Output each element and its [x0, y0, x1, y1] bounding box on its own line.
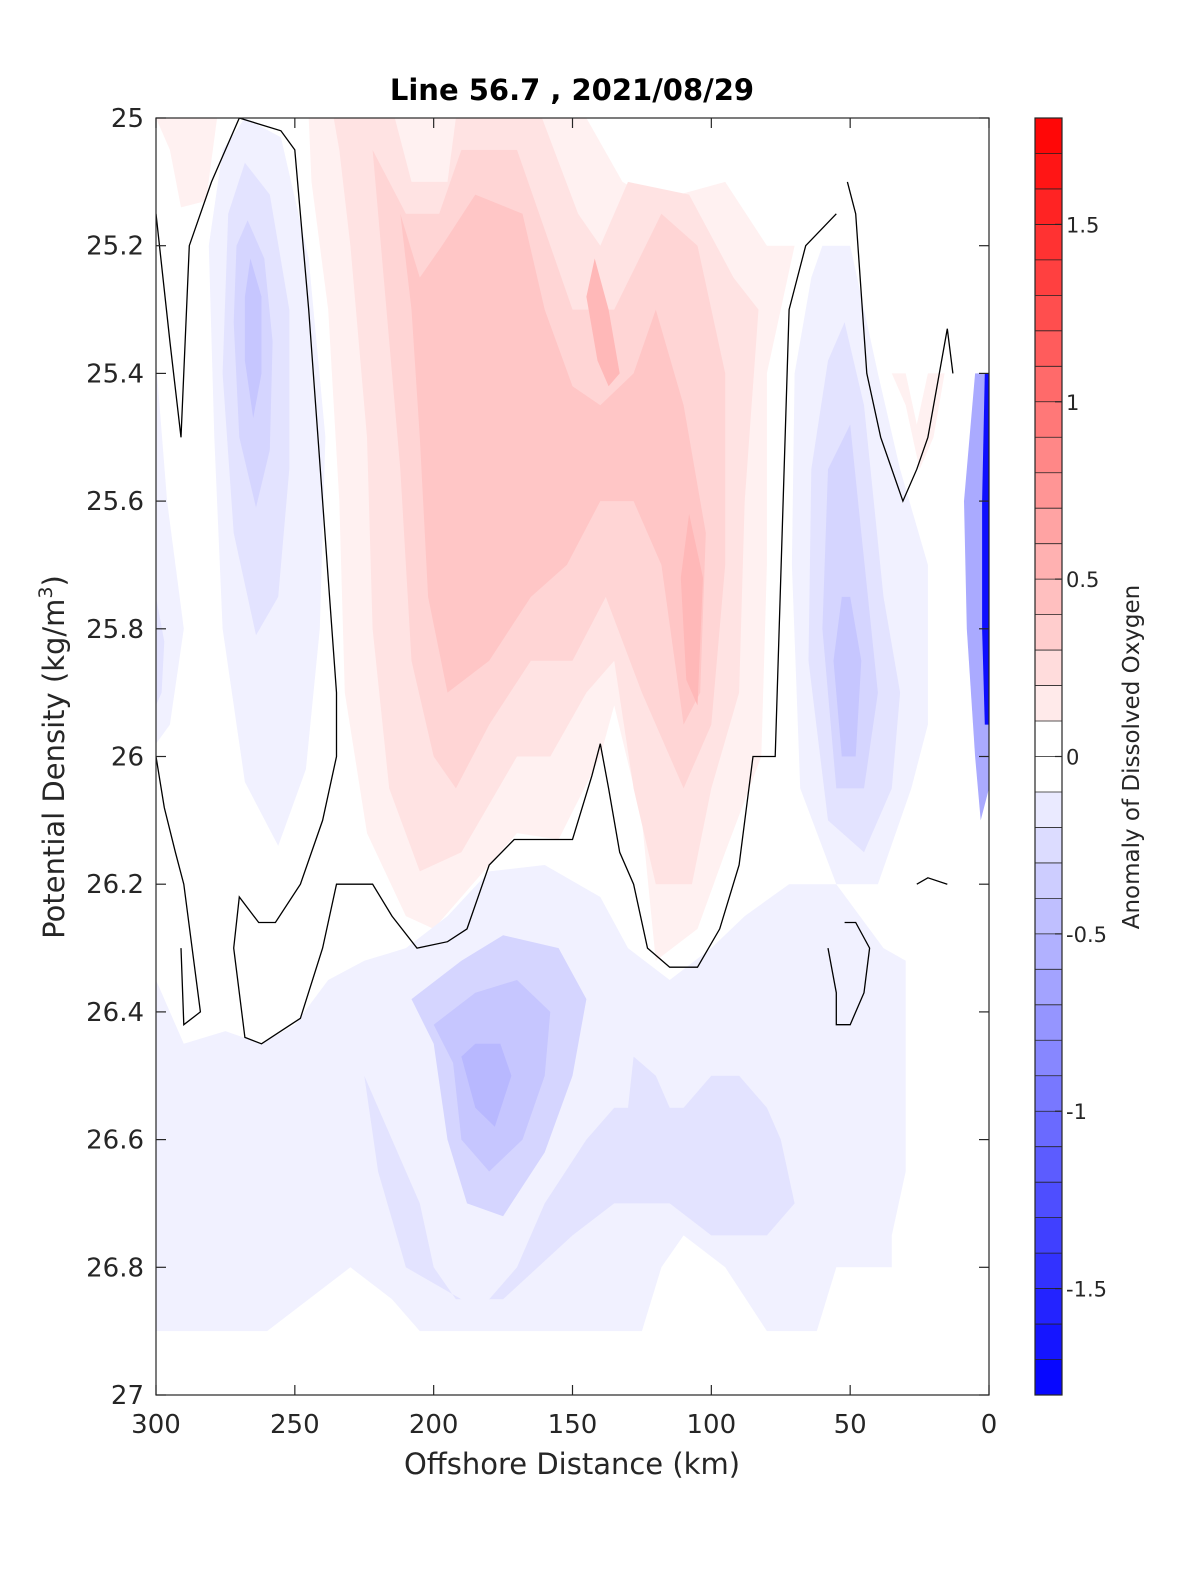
colorbar-swatch	[1035, 259, 1062, 296]
colorbar-swatch	[1035, 543, 1062, 580]
colorbar-tick-label: 0.5	[1066, 568, 1099, 592]
anomaly-region-central-pos-0.5b	[680, 513, 703, 706]
anomaly-region-east-eddy-core	[833, 596, 862, 757]
colorbar-swatch	[1035, 614, 1062, 651]
anomaly-region-nearshore-pos	[891, 373, 945, 470]
colorbar-swatch	[1035, 827, 1062, 864]
colorbar-swatch	[1035, 1324, 1062, 1360]
colorbar-swatch	[1035, 1182, 1062, 1219]
y-tick-label: 25.6	[86, 487, 144, 517]
y-axis-ticks: 25 25.2 25.4 25.6 25.8 26 26.2 26.4 26.6 26.8 27	[86, 104, 989, 1411]
anomaly-region-offshore-low-core	[156, 596, 165, 706]
colorbar-swatch	[1035, 1217, 1062, 1254]
colorbar-swatch	[1035, 685, 1062, 722]
y-axis-label-superscript: 3	[35, 586, 57, 598]
anomaly-region-central-pos-0.5	[586, 258, 620, 387]
colorbar-swatch	[1035, 1040, 1062, 1077]
zero-contour-1	[156, 118, 837, 1045]
colorbar-tick-label: 0	[1066, 746, 1079, 770]
anomaly-region-west-eddy-core	[244, 258, 262, 419]
x-axis-ticks: 300 250 200 150 100 50 0	[131, 118, 997, 1440]
x-tick-label: 50	[834, 1410, 867, 1440]
colorbar-swatch	[1035, 1146, 1062, 1183]
anomaly-region-surface-offshore-pos	[156, 118, 218, 208]
colorbar-swatch	[1035, 933, 1062, 970]
colorbar-tick-label: -1	[1066, 1100, 1087, 1124]
colorbar-tick-label: -1.5	[1066, 1278, 1107, 1302]
y-tick-label: 26	[111, 743, 144, 773]
anomaly-region-deep-neg-east	[628, 1056, 670, 1140]
anomaly-region-deep-neg-0.5	[461, 1043, 512, 1127]
colorbar-swatch	[1035, 330, 1062, 367]
x-tick-label: 200	[409, 1410, 459, 1440]
colorbar-swatch	[1035, 153, 1062, 190]
colorbar-swatch	[1035, 188, 1062, 225]
y-tick-label: 26.4	[86, 998, 144, 1028]
zero-contour-2	[156, 756, 202, 1026]
colorbar-swatch	[1035, 508, 1062, 545]
colorbar-tick-label: 1	[1066, 391, 1079, 415]
colorbar-swatch	[1035, 224, 1062, 261]
zero-contour-lines	[156, 118, 954, 1045]
colorbar-swatch	[1035, 1359, 1062, 1396]
x-tick-label: 300	[131, 1410, 181, 1440]
anomaly-region-central-pos-0.4	[400, 194, 706, 725]
colorbar-swatch	[1035, 721, 1062, 757]
zero-contour-3	[846, 181, 954, 503]
x-tick-label: 100	[687, 1410, 737, 1440]
colorbar-tick-label: 1.5	[1066, 213, 1099, 237]
colorbar-swatch	[1035, 366, 1062, 403]
colorbar-swatch	[1035, 118, 1062, 154]
colorbar-swatch	[1035, 862, 1062, 899]
colorbar-ticks: 1.5 1 0.5 0 -0.5 -1 -1.5	[1055, 213, 1107, 1302]
colorbar-swatch	[1035, 472, 1062, 509]
colorbar-swatch	[1035, 756, 1062, 793]
y-tick-label: 26.6	[86, 1126, 144, 1156]
colorbar-swatch	[1035, 1111, 1062, 1148]
colorbar-swatch	[1035, 437, 1062, 474]
zero-contour-4	[827, 921, 871, 1026]
y-axis-label-close: )	[37, 575, 71, 586]
y-tick-label: 26.8	[86, 1253, 144, 1283]
colorbar-swatch	[1035, 295, 1062, 332]
y-axis-label: Potential Density (kg/m3)	[35, 575, 71, 939]
chart-title: Line 56.7 , 2021/08/29	[390, 73, 754, 107]
anomaly-region-deep-neg-0.2	[364, 1075, 795, 1300]
colorbar-label: Anomaly of Dissolved Oxygen	[1119, 585, 1145, 930]
colorbar-swatch	[1035, 898, 1062, 935]
colorbar-swatch	[1035, 1075, 1062, 1112]
colorbar-swatch	[1035, 791, 1062, 828]
y-tick-label: 25.2	[86, 232, 144, 262]
colorbar-swatch	[1035, 401, 1062, 438]
y-tick-label: 25.4	[86, 359, 144, 389]
colorbar-swatch	[1035, 969, 1062, 1006]
colorbar-swatch	[1035, 1288, 1062, 1325]
x-tick-label: 250	[270, 1410, 320, 1440]
x-tick-label: 0	[981, 1410, 998, 1440]
anomaly-contour-fills	[156, 118, 989, 1332]
colorbar-swatch	[1035, 1004, 1062, 1041]
colorbar	[1035, 118, 1062, 1396]
y-tick-label: 25.8	[86, 615, 144, 645]
y-axis-label-text: Potential Density (kg/m	[37, 599, 71, 939]
colorbar-tick-label: -0.5	[1066, 923, 1107, 947]
colorbar-swatch	[1035, 579, 1062, 616]
y-tick-label: 27	[111, 1381, 144, 1411]
x-tick-label: 150	[548, 1410, 598, 1440]
x-axis-label: Offshore Distance (km)	[404, 1447, 740, 1481]
y-tick-label: 26.2	[86, 870, 144, 900]
colorbar-swatch	[1035, 1253, 1062, 1289]
y-tick-label: 25	[111, 104, 144, 134]
colorbar-swatch	[1035, 650, 1062, 686]
anomaly-region-nearshore-strip-core	[982, 373, 989, 725]
zero-contour-5	[916, 877, 948, 885]
